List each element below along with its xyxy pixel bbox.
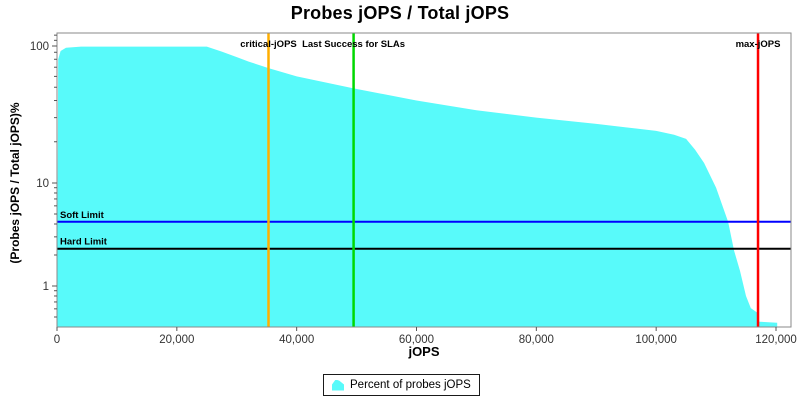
x-tick-label: 120,000 bbox=[755, 334, 797, 346]
x-axis-title: jOPS bbox=[408, 344, 440, 359]
chart-title: Probes jOPS / Total jOPS bbox=[290, 3, 510, 23]
plot-border bbox=[56, 32, 792, 328]
y-axis-title: (Probes jOPS / Total jOPS)% bbox=[8, 102, 22, 264]
soft-limit-label: Soft Limit bbox=[60, 210, 105, 221]
x-tick-label: 20,000 bbox=[159, 334, 194, 346]
y-tick-label: 100 bbox=[30, 41, 49, 53]
x-tick-label: 40,000 bbox=[279, 334, 314, 346]
area-series-marker-icon bbox=[332, 379, 344, 391]
y-tick-label: 10 bbox=[36, 178, 49, 190]
probes-percent-area bbox=[57, 46, 778, 327]
x-tick-label: 100,000 bbox=[635, 334, 677, 346]
y-tick-label: 1 bbox=[43, 281, 49, 293]
legend: Percent of probes jOPS bbox=[323, 374, 480, 396]
critical-jops-label: critical-jOPS bbox=[240, 39, 297, 50]
x-tick-label: 60,000 bbox=[399, 334, 434, 346]
x-tick-label: 0 bbox=[54, 334, 60, 346]
legend-label: Percent of probes jOPS bbox=[350, 379, 471, 391]
x-tick-label: 80,000 bbox=[519, 334, 554, 346]
max-jops-label: max-jOPS bbox=[736, 39, 781, 50]
last-success-for-slas-label: Last Success for SLAs bbox=[302, 39, 405, 50]
hard-limit-label: Hard Limit bbox=[60, 237, 108, 248]
